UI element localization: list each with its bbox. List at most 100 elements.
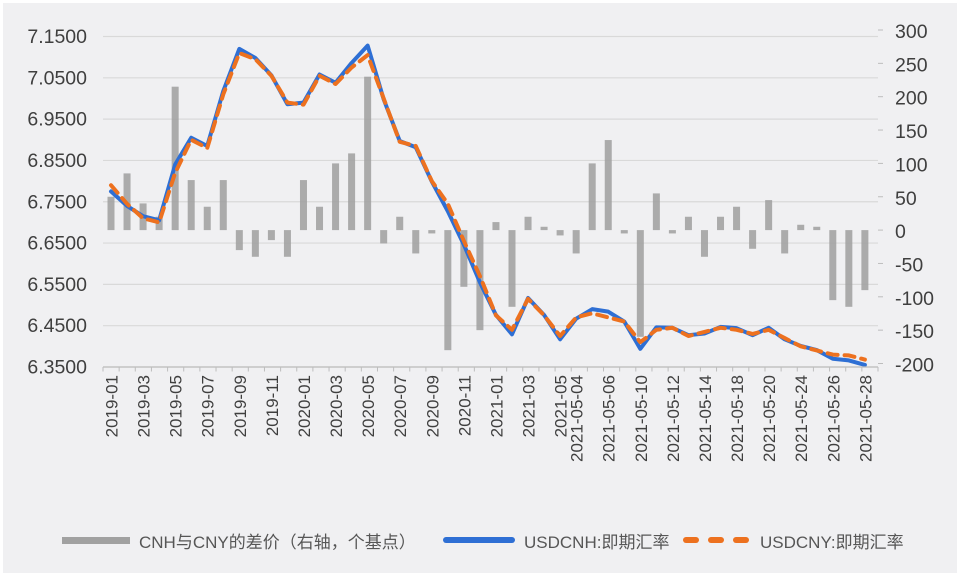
x-axis-label: 2019-01 xyxy=(103,375,122,437)
spread-bar xyxy=(171,86,179,231)
spread-bar xyxy=(412,230,420,254)
right-axis-label: 200 xyxy=(895,88,928,110)
right-axis-label: 250 xyxy=(895,54,928,76)
spread-bar xyxy=(588,163,596,231)
spread-bar xyxy=(267,230,275,241)
spread-bar xyxy=(829,230,837,301)
spread-bar xyxy=(428,230,436,234)
legend-label-spread: CNH与CNY的差价（右轴，个基点） xyxy=(139,532,416,552)
spread-bar xyxy=(155,216,163,231)
usdcnh-line-swatch xyxy=(443,537,515,543)
x-axis-label: 2021-05 xyxy=(552,375,571,437)
right-axis-label: 100 xyxy=(895,154,928,176)
spread-bar xyxy=(460,230,468,287)
spread-bar xyxy=(492,222,500,231)
spread-bar xyxy=(187,180,195,231)
left-axis-label: 6.3500 xyxy=(27,357,87,379)
spread-bar xyxy=(316,206,324,231)
x-axis-label: 2019-07 xyxy=(199,375,218,437)
spread-bar xyxy=(572,230,580,254)
legend-label-usdcnh: USDCNH:即期汇率 xyxy=(524,532,670,552)
spread-bar xyxy=(861,230,869,291)
spread-bar xyxy=(235,230,243,251)
x-axis-label: 2021-03 xyxy=(520,375,539,437)
spread-bar xyxy=(364,76,372,231)
x-axis-label: 2021-05-20 xyxy=(760,375,779,462)
x-axis-label: 2021-05-24 xyxy=(792,375,811,462)
right-axis-label: -50 xyxy=(895,254,923,276)
x-axis-label: 2021-05-06 xyxy=(600,375,619,462)
x-axis-label: 2020-07 xyxy=(391,375,410,437)
spread-bar xyxy=(508,230,516,307)
legend-item-spread: CNH与CNY的差价（右轴，个基点） xyxy=(62,530,416,552)
spread-bars-series xyxy=(107,76,869,351)
spread-bar xyxy=(781,230,789,254)
spread-bar xyxy=(283,230,291,257)
usdcny-line xyxy=(109,51,867,362)
left-axis-label: 6.6500 xyxy=(27,233,87,255)
spread-bar xyxy=(652,193,660,231)
spread-bar xyxy=(620,230,628,234)
x-axis-label: 2021-05-28 xyxy=(856,375,875,462)
spread-bar xyxy=(717,216,725,231)
legend-item-usdcnh: USDCNH:即期汇率 xyxy=(443,530,670,552)
x-axis-label: 2021-05-12 xyxy=(664,375,683,462)
right-axis-label: 50 xyxy=(895,188,917,210)
x-axis-label: 2020-05 xyxy=(359,375,378,437)
right-axis-label: 150 xyxy=(895,121,928,143)
spread-bar xyxy=(444,230,452,351)
x-axis-label: 2020-09 xyxy=(423,375,442,437)
spread-bar xyxy=(604,140,612,231)
right-axis-label: 0 xyxy=(895,221,906,243)
right-axis-label: 300 xyxy=(895,21,928,43)
left-axis-label: 6.4500 xyxy=(27,315,87,337)
spread-bar xyxy=(556,230,564,236)
spread-bar xyxy=(299,180,307,231)
spread-bar xyxy=(332,163,340,231)
left-axis-label: 7.1500 xyxy=(27,26,87,48)
x-axis-label: 2021-05-18 xyxy=(728,375,747,462)
x-axis-label: 2021-01 xyxy=(487,375,506,437)
spread-bar xyxy=(765,200,773,231)
spread-bar xyxy=(813,226,821,231)
x-axis-label: 2019-05 xyxy=(167,375,186,437)
spread-bar xyxy=(380,230,388,244)
left-axis: 7.1500 7.0500 6.9500 6.8500 6.7500 6.6500 6.55… xyxy=(27,26,87,379)
spread-bar xyxy=(636,230,644,337)
x-axis-label: 2021-05-26 xyxy=(824,375,843,462)
left-axis-label: 6.8500 xyxy=(27,150,87,172)
x-axis-label: 2019-03 xyxy=(135,375,154,437)
spread-bar xyxy=(749,230,757,249)
legend-label-usdcny: USDCNY:即期汇率 xyxy=(760,532,904,552)
x-axis-label: 2019-11 xyxy=(263,375,282,436)
spread-bar xyxy=(396,216,404,231)
gridlines xyxy=(103,35,878,368)
x-axis-label: 2019-09 xyxy=(231,375,250,437)
spread-bar xyxy=(684,216,692,231)
right-axis-label: -100 xyxy=(895,288,934,310)
left-axis-label: 6.9500 xyxy=(27,109,87,131)
spread-bar xyxy=(668,230,676,234)
right-axis: 300 250 200 150 100 50 0 -50 -100 -150 -200 xyxy=(878,21,934,377)
x-axis-label: 2020-03 xyxy=(327,375,346,437)
spread-bar xyxy=(540,226,548,231)
left-axis-label: 7.0500 xyxy=(27,67,87,89)
spread-bar-swatch xyxy=(62,536,130,544)
right-axis-label: -200 xyxy=(895,355,934,377)
spread-bar xyxy=(733,206,741,231)
x-axis-label: 2021-05-10 xyxy=(632,375,651,462)
spread-bar xyxy=(524,216,532,231)
usdcny-dash-swatch xyxy=(683,537,749,543)
x-axis-label: 2021-05-04 xyxy=(568,375,587,462)
spread-bar xyxy=(219,180,227,231)
legend-item-usdcny: USDCNY:即期汇率 xyxy=(683,530,904,552)
right-axis-label: -150 xyxy=(895,321,934,343)
spread-bar xyxy=(348,153,356,231)
left-axis-label: 6.7500 xyxy=(27,191,87,213)
x-axis: 2019-01 2019-03 2019-05 2019-07 2019-09 2019-… xyxy=(102,366,879,462)
spread-bar xyxy=(107,196,115,231)
spread-bar xyxy=(251,230,259,257)
left-axis-label: 6.5500 xyxy=(27,274,87,296)
x-axis-label: 2021-05-14 xyxy=(696,375,715,462)
